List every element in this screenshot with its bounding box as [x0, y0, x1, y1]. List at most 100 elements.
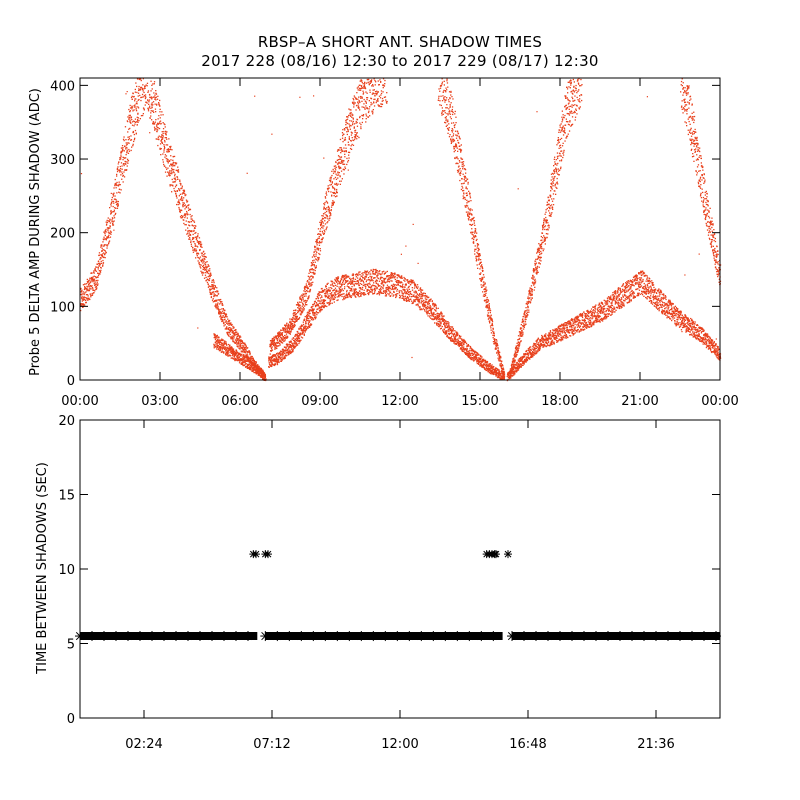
- top-data-point: [588, 321, 591, 323]
- top-data-point: [174, 178, 176, 181]
- top-data-point: [169, 172, 172, 174]
- top-data-point: [502, 377, 504, 379]
- top-data-point: [361, 279, 363, 281]
- top-data-point: [180, 184, 182, 186]
- top-data-point: [213, 284, 215, 286]
- top-data-point: [515, 368, 517, 370]
- top-data-point: [206, 266, 209, 268]
- top-data-point: [119, 171, 121, 173]
- top-data-point: [253, 361, 255, 363]
- top-data-point: [347, 296, 349, 298]
- top-data-point: [528, 357, 531, 359]
- top-data-point: [363, 272, 366, 274]
- top-data-point: [380, 287, 382, 289]
- top-data-point: [570, 322, 572, 324]
- top-data-point: [273, 355, 275, 358]
- top-data-point: [128, 138, 131, 140]
- top-data-point: [296, 340, 298, 342]
- top-data-point: [481, 356, 483, 358]
- top-data-point: [419, 287, 422, 289]
- top-data-point: [462, 340, 464, 342]
- top-data-point: [151, 88, 153, 90]
- top-data-point: [197, 235, 199, 237]
- top-data-point: [127, 136, 129, 138]
- top-data-point: [550, 335, 552, 337]
- top-data-point: [344, 286, 346, 288]
- top-data-point: [397, 280, 399, 282]
- top-data-point: [409, 290, 412, 293]
- top-data-point: [328, 303, 331, 305]
- top-data-point: [362, 277, 364, 279]
- top-data-point: [403, 289, 405, 291]
- top-data-point: [187, 207, 189, 209]
- top-data-point: [321, 308, 323, 311]
- top-data-point: [524, 360, 527, 362]
- top-data-point: [593, 313, 596, 315]
- top-data-point: [270, 358, 273, 360]
- top-data-point: [217, 299, 219, 301]
- top-data-point: [111, 221, 113, 223]
- top-data-point: [208, 275, 210, 277]
- top-data-point: [297, 334, 299, 337]
- top-data-point: [572, 319, 574, 321]
- top-data-point: [584, 319, 586, 322]
- top-data-point: [448, 322, 450, 324]
- top-data-point: [116, 167, 119, 170]
- top-data-point: [182, 192, 184, 194]
- top-data-point: [155, 99, 157, 101]
- top-data-point: [87, 281, 89, 283]
- top-data-point: [168, 150, 170, 153]
- top-data-point: [97, 266, 99, 269]
- top-data-point: [187, 235, 190, 237]
- top-data-point: [289, 352, 291, 354]
- top-data-point: [245, 350, 248, 352]
- top-data-point: [515, 366, 517, 368]
- top-data-point: [318, 308, 320, 310]
- top-data-point: [126, 143, 128, 145]
- top-data-point: [130, 139, 132, 141]
- top-data-point: [108, 237, 110, 239]
- top-data-point: [411, 280, 413, 282]
- top-data-point: [182, 216, 184, 218]
- top-data-point: [561, 330, 564, 333]
- top-data-point: [289, 341, 291, 344]
- top-data-point: [183, 190, 186, 192]
- top-data-point: [407, 290, 409, 292]
- top-data-point: [85, 291, 87, 293]
- top-data-point: [194, 248, 196, 250]
- top-data-point: [303, 333, 305, 335]
- top-data-point: [386, 281, 388, 283]
- top-data-point: [326, 297, 329, 299]
- top-data-point: [397, 282, 399, 284]
- top-data-point: [308, 310, 311, 313]
- top-data-point: [448, 328, 450, 330]
- top-data-point: [323, 290, 325, 292]
- top-data-point: [236, 333, 238, 335]
- top-data-point: [590, 311, 592, 313]
- top-data-point: [275, 361, 277, 363]
- top-data-point: [407, 279, 409, 281]
- top-data-point: [548, 338, 550, 340]
- top-data-point: [354, 283, 356, 285]
- top-data-point: [80, 287, 82, 290]
- top-data-point: [182, 189, 184, 191]
- top-data-point: [384, 272, 386, 274]
- top-data-point: [319, 294, 321, 296]
- top-data-point: [422, 303, 424, 305]
- top-data-point: [201, 272, 203, 274]
- top-data-point: [358, 293, 360, 295]
- top-data-point: [456, 332, 459, 334]
- top-data-point: [513, 371, 515, 373]
- top-data-point: [113, 220, 115, 222]
- top-data-point: [449, 332, 451, 334]
- top-data-point: [301, 333, 304, 335]
- top-data-point: [338, 296, 340, 298]
- top-data-point: [158, 104, 160, 106]
- top-data-point: [246, 354, 249, 356]
- top-data-point: [393, 276, 396, 278]
- top-data-point: [191, 218, 193, 220]
- top-data-point: [382, 282, 384, 284]
- top-data-point: [220, 311, 222, 313]
- top-data-point: [390, 276, 392, 279]
- top-data-point: [346, 291, 348, 293]
